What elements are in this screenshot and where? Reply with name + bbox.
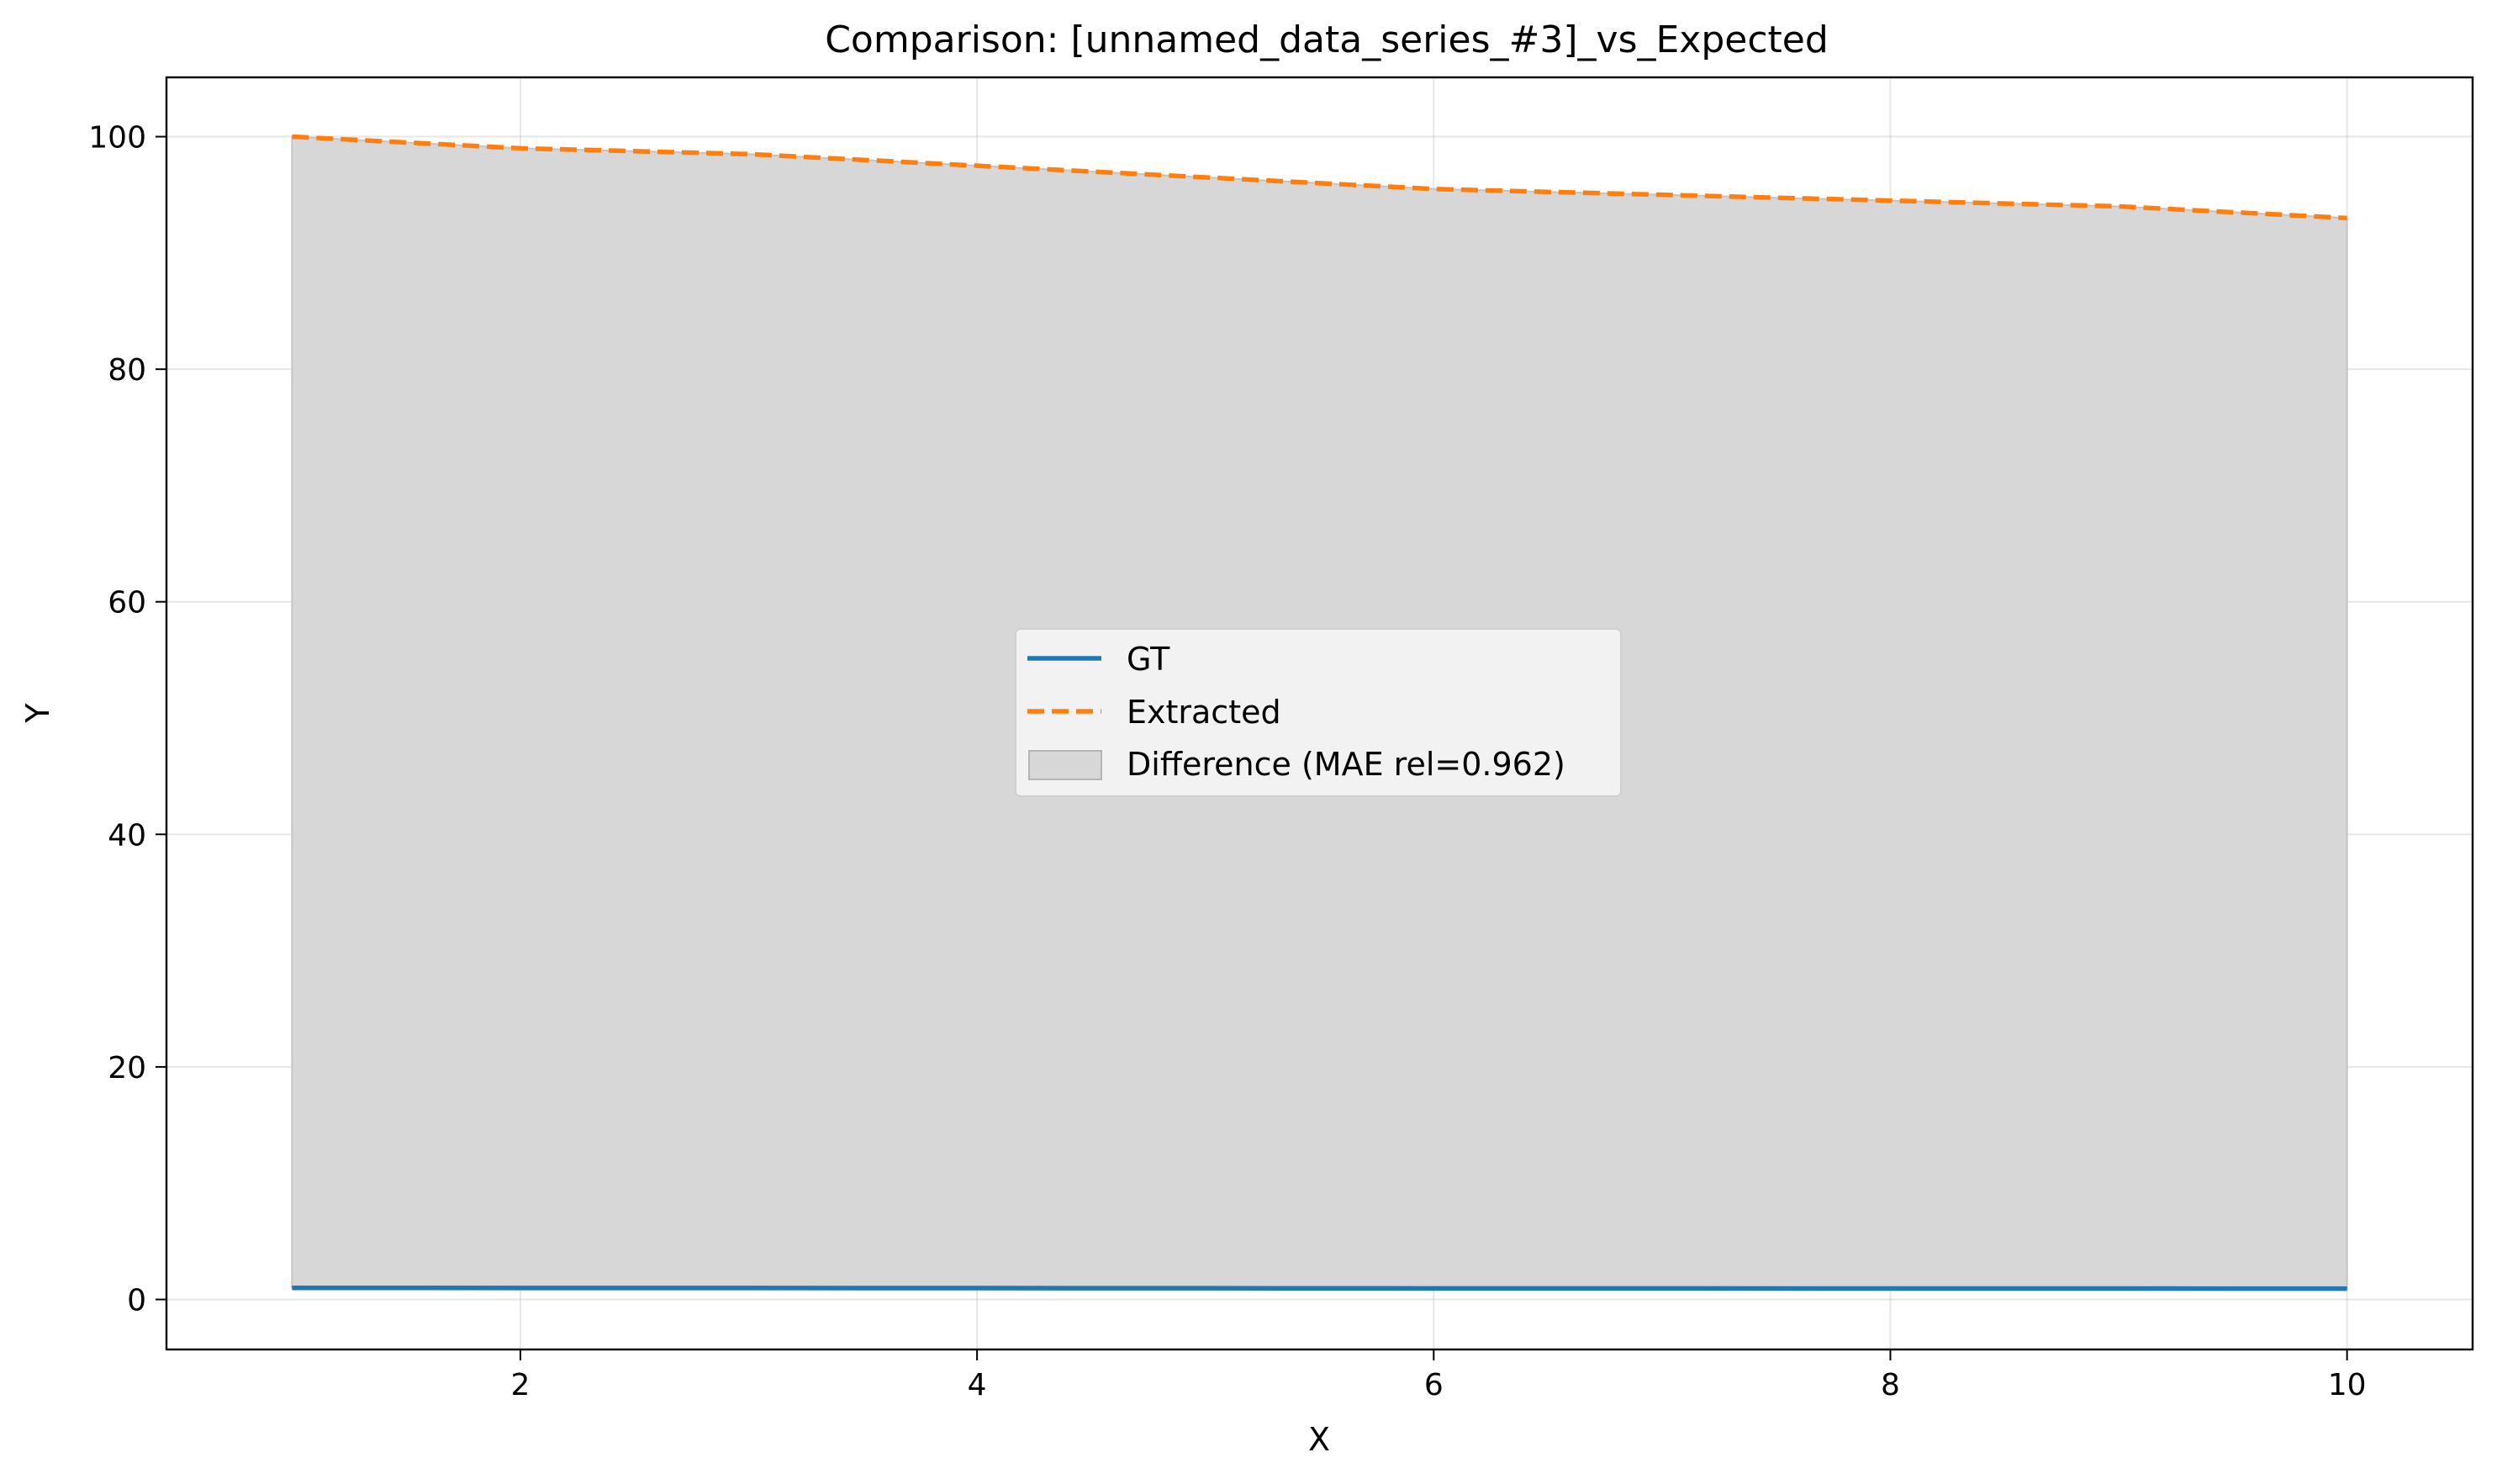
y-ticks: 0 20 40 60 80 100 (88, 121, 166, 1318)
y-tick-label: 80 (108, 353, 146, 388)
x-tick-label: 6 (1424, 1368, 1444, 1402)
y-tick-label: 60 (108, 586, 146, 621)
x-ticks: 2 4 6 8 10 (511, 1349, 2367, 1402)
x-tick-label: 10 (2328, 1368, 2367, 1402)
x-tick-label: 4 (968, 1368, 987, 1402)
legend-difference-label: Difference (MAE rel=0.962) (1127, 746, 1565, 783)
legend: GT Extracted Difference (MAE rel=0.962) (1015, 628, 1622, 797)
legend-difference-swatch (1028, 750, 1102, 780)
y-tick-label: 40 (108, 818, 146, 853)
series-layer (292, 134, 2347, 1291)
series-line-extracted (292, 134, 2347, 221)
legend-extracted-label: Extracted (1127, 694, 1281, 731)
chart-title: Comparison: [unnamed_data_series_#3]_vs_… (825, 18, 1829, 61)
y-axis-label: Y (19, 703, 56, 724)
x-tick-label: 8 (1881, 1368, 1900, 1402)
y-tick-label: 0 (127, 1284, 146, 1318)
y-tick-label: 20 (108, 1051, 146, 1085)
legend-gt-label: GT (1127, 641, 1170, 678)
series-line-gt (292, 1285, 2347, 1291)
y-tick-label: 100 (88, 121, 146, 156)
x-axis-label: X (1308, 1421, 1330, 1458)
legend-box (1015, 628, 1622, 797)
plot-frame (165, 76, 2474, 1351)
x-tick-label: 2 (511, 1368, 531, 1402)
